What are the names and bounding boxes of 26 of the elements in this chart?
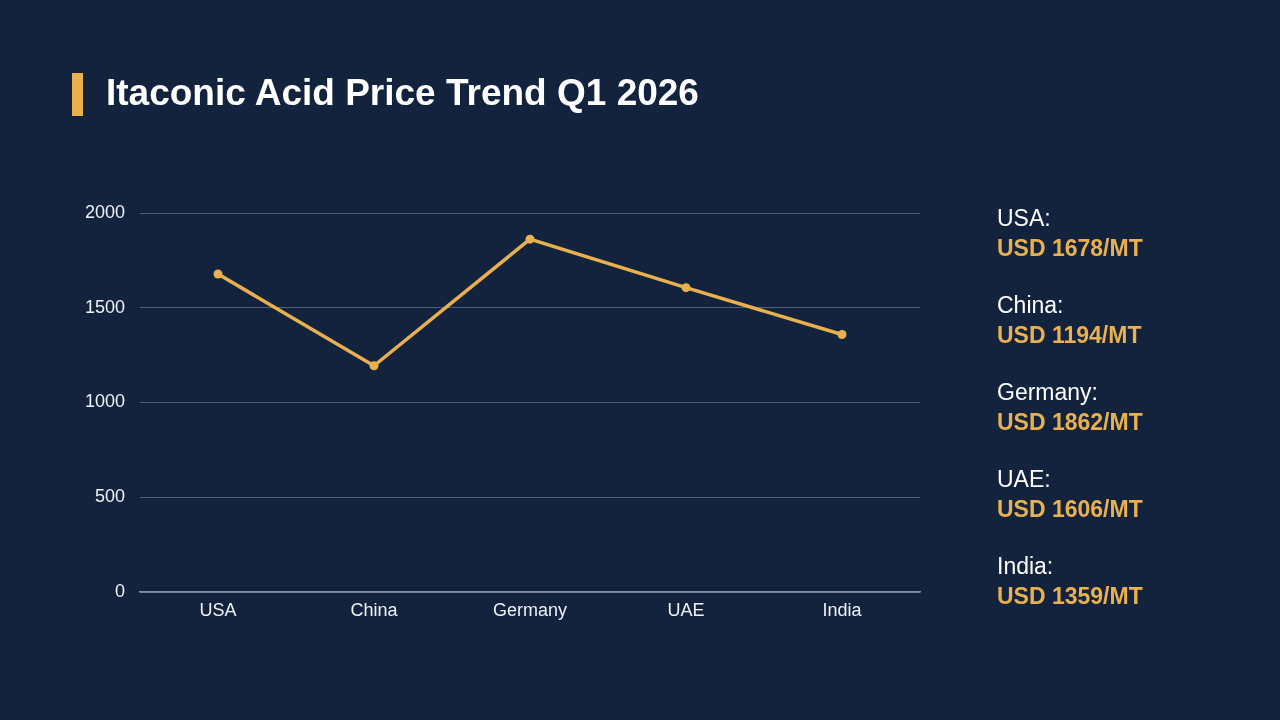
point (837, 329, 847, 339)
point (213, 269, 223, 279)
y-tick-label: 2000 (84, 201, 125, 222)
y-tick-label: 1000 (84, 391, 125, 412)
text: Germany: (997, 378, 1099, 406)
text: USD 1606/MT (997, 495, 1143, 524)
text: India: (997, 552, 1055, 580)
point (369, 361, 379, 371)
text: USD 1678/MT (997, 234, 1143, 263)
point (681, 283, 691, 293)
text: USD 1862/MT (997, 408, 1143, 437)
x-tick-label: UAE (667, 599, 705, 620)
y-tick-label: 1500 (84, 296, 125, 317)
x-tick-label: USA (199, 599, 237, 620)
chart-title: Itaconic Acid Price Trend Q1 2026 (106, 71, 699, 115)
text: UAE: (997, 465, 1052, 493)
y-tick-label: 0 (114, 580, 125, 601)
x-tick-label: Germany (492, 599, 568, 620)
point (525, 234, 535, 244)
text: USD 1194/MT (997, 321, 1143, 350)
x-tick-label: China (350, 599, 399, 620)
x-tick-label: India (822, 599, 863, 620)
text: China: (997, 291, 1065, 319)
text: USD 1359/MT (997, 582, 1143, 611)
y-tick-label: 500 (94, 486, 125, 507)
text: USA: (997, 204, 1052, 232)
